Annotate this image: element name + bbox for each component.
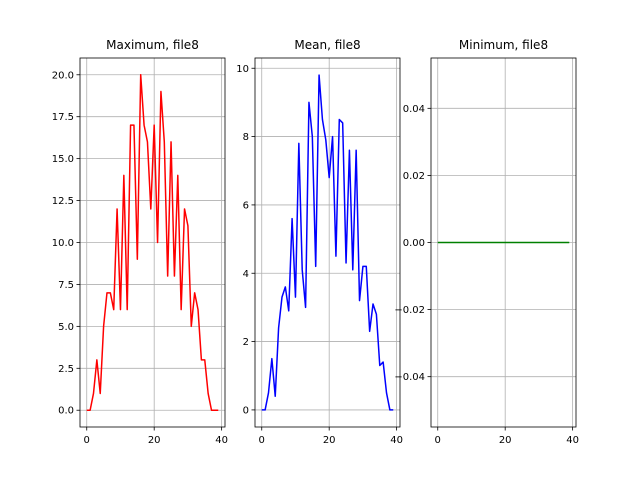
y-tick-label: −0.04: [394, 372, 425, 383]
y-tick-label: 0.04: [403, 104, 425, 115]
y-tick-label: 20.0: [52, 70, 74, 81]
x-tick-label: 0: [435, 435, 441, 446]
x-tick-label: 20: [499, 435, 512, 446]
y-tick-label: 0.0: [58, 406, 74, 417]
y-tick-label: 4: [243, 269, 249, 280]
chart-title: Minimum, file8: [459, 38, 548, 52]
y-tick-label: 10: [236, 64, 249, 75]
axes-frame: [254, 57, 401, 428]
y-tick-label: 6: [243, 200, 249, 211]
x-tick-label: 40: [566, 435, 579, 446]
chart-mean: 0 20 40 0 2 4 6 8 10 Mean, file8: [236, 38, 403, 446]
y-tick-label: 0.00: [403, 238, 425, 249]
y-tick-label: 12.5: [52, 196, 74, 207]
x-tick-label: 40: [390, 435, 403, 446]
x-tick-label: 0: [84, 435, 90, 446]
y-tick-label: 0: [243, 405, 249, 416]
chart-maximum: 0 20 40 0.0 2.5 5.0 7.5 10.0 12.5 15.0 17.5 20.0 Max…: [52, 38, 228, 446]
y-tick-label: 8: [243, 132, 249, 143]
x-tick-label: 20: [323, 435, 336, 446]
series-line: [261, 74, 394, 411]
series-line: [86, 74, 219, 411]
y-tick-label: 2.5: [58, 364, 74, 375]
x-tick-label: 20: [148, 435, 161, 446]
y-tick-label: 15.0: [52, 154, 74, 165]
y-tick-label: −0.02: [394, 305, 425, 316]
chart-title: Mean, file8: [294, 38, 360, 52]
chart-title: Maximum, file8: [106, 38, 199, 52]
y-tick-label: 7.5: [58, 280, 74, 291]
x-tick-label: 40: [215, 435, 228, 446]
y-tick-label: 0.02: [403, 171, 425, 182]
y-tick-label: 17.5: [52, 112, 74, 123]
x-tick-label: 0: [259, 435, 265, 446]
chart-minimum: 0 20 40 −0.04 −0.02 0.00 0.02 0.04 Minimum, file…: [394, 38, 579, 446]
y-tick-label: 2: [243, 337, 249, 348]
y-tick-label: 10.0: [52, 238, 74, 249]
y-tick-label: 5.0: [58, 322, 74, 333]
